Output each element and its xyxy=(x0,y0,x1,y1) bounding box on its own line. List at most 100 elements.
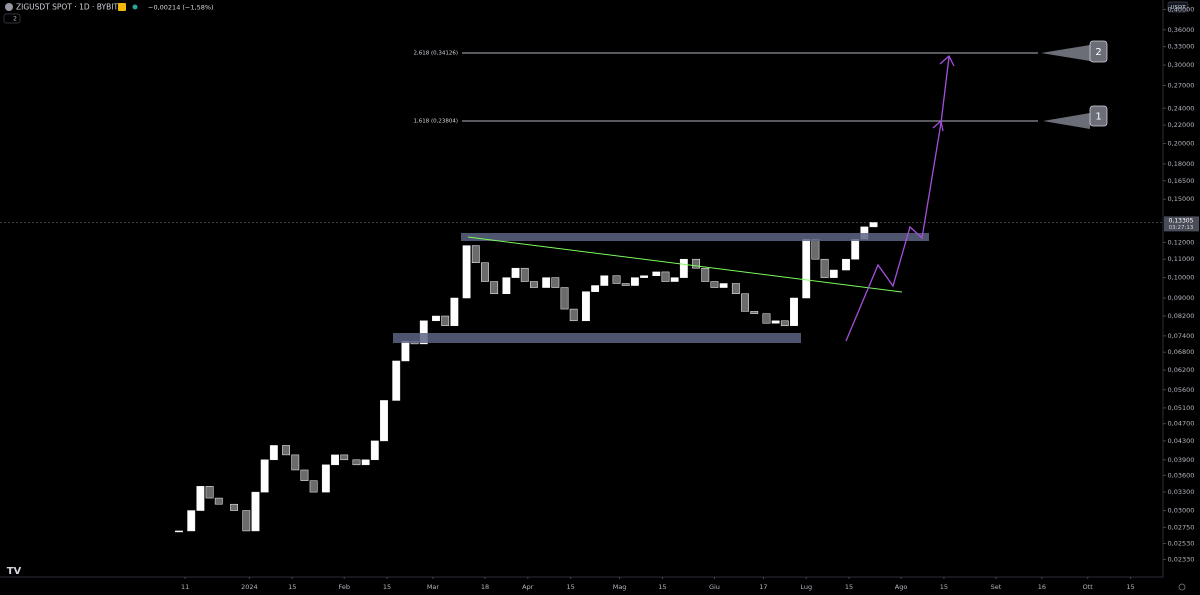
candle xyxy=(630,277,639,286)
resistance-zone xyxy=(461,233,929,241)
candle xyxy=(291,454,300,471)
y-tick-label: 0,06800 xyxy=(1168,348,1195,356)
candle xyxy=(196,486,205,511)
settings-icon[interactable] xyxy=(1178,583,1186,591)
candle xyxy=(710,281,719,288)
last-price-box xyxy=(1164,216,1199,232)
candle xyxy=(560,287,569,310)
x-tick-label: 18 xyxy=(481,583,489,591)
candle xyxy=(652,271,661,276)
y-tick-label: 0,16500 xyxy=(1168,177,1195,185)
plot xyxy=(0,8,1166,579)
currency-button[interactable] xyxy=(1167,1,1189,13)
candle xyxy=(370,440,379,461)
candle xyxy=(679,258,688,278)
indicator-toggle[interactable] xyxy=(3,13,21,24)
y-tick-label: 0,40000 xyxy=(1168,5,1195,13)
candle xyxy=(471,245,480,263)
price-change: −0,00214 (−1,58%) xyxy=(148,4,214,12)
x-tick-label: 11 xyxy=(181,583,189,591)
y-tick-label: 0,03600 xyxy=(1168,471,1195,479)
candle xyxy=(542,277,551,288)
x-tick-label: Apr xyxy=(522,583,534,591)
y-tick-label: 0,10000 xyxy=(1168,274,1195,282)
y-tick-label: 0,08200 xyxy=(1168,312,1195,320)
support-zone xyxy=(393,333,801,343)
y-tick-label: 0,02330 xyxy=(1168,555,1195,563)
candle xyxy=(300,469,309,481)
x-tick-label: Set xyxy=(991,583,1002,591)
indicator-count[interactable]: 2 xyxy=(13,16,17,23)
y-tick-label: 0,33000 xyxy=(1168,43,1195,51)
candle xyxy=(321,464,330,493)
candle xyxy=(692,258,701,269)
candle xyxy=(701,267,710,282)
candle xyxy=(260,459,269,493)
x-tick-label: 15 xyxy=(1126,583,1134,591)
candle xyxy=(251,491,260,532)
x-tick-label: Feb xyxy=(338,583,350,591)
candle xyxy=(661,271,670,282)
candle xyxy=(380,400,388,442)
x-tick-label: Ago xyxy=(895,583,908,591)
flag-icon[interactable] xyxy=(118,3,126,11)
candle xyxy=(719,283,728,288)
fib-label: 2,618 (0,34126) xyxy=(413,51,458,57)
countdown: 03:27:13 xyxy=(1169,225,1194,231)
candle xyxy=(582,291,590,322)
symbol-icon xyxy=(5,3,13,11)
currency[interactable]: USDT xyxy=(1170,5,1186,11)
candle xyxy=(612,275,621,284)
candle xyxy=(529,281,538,288)
candle xyxy=(462,245,471,299)
candle xyxy=(187,510,196,532)
status-dot xyxy=(132,4,138,10)
candle xyxy=(175,530,183,533)
x-tick-label: Giu xyxy=(709,583,720,591)
candle xyxy=(750,311,759,314)
y-tick-label: 0,05100 xyxy=(1168,404,1195,412)
symbol[interactable]: ZIGUSDT SPOT · 1D · BYBIT xyxy=(16,3,118,12)
candle xyxy=(205,486,214,499)
candle xyxy=(511,267,520,278)
candle xyxy=(230,503,238,511)
candle xyxy=(551,277,560,288)
candle xyxy=(392,360,401,401)
y-tick-label: 0,02750 xyxy=(1168,523,1195,531)
x-tick-label: 15 xyxy=(566,583,574,591)
candle xyxy=(851,238,860,260)
y-tick-label: 0,06200 xyxy=(1168,366,1195,374)
x-tick-label: 15 xyxy=(288,583,296,591)
candle xyxy=(869,222,878,228)
candle xyxy=(419,320,428,345)
candle xyxy=(731,283,740,295)
y-tick-label: 0,03900 xyxy=(1168,456,1195,464)
candle xyxy=(282,445,291,456)
callout-pointer xyxy=(1043,113,1090,129)
y-tick-label: 0,03000 xyxy=(1168,507,1195,515)
candle xyxy=(790,297,798,326)
candle xyxy=(441,315,450,326)
candle xyxy=(811,238,820,260)
candle xyxy=(600,275,609,286)
callout-label: 1 xyxy=(1095,112,1101,123)
candle xyxy=(432,315,440,322)
candle xyxy=(340,454,349,461)
fib-label: 1,618 (0,23804) xyxy=(413,119,458,125)
x-tick-label: 17 xyxy=(759,583,767,591)
candle xyxy=(490,281,499,295)
y-tick-label: 0,30000 xyxy=(1168,61,1195,69)
y-tick-label: 0,22000 xyxy=(1168,121,1195,129)
candle xyxy=(214,497,223,505)
callout-pointer xyxy=(1041,45,1090,61)
y-tick-label: 0,18000 xyxy=(1168,160,1195,168)
candle xyxy=(591,285,600,292)
candle xyxy=(621,283,630,286)
candle xyxy=(450,297,459,326)
logo[interactable]: TV xyxy=(7,566,22,577)
y-tick-label: 0,05600 xyxy=(1168,386,1195,394)
candle xyxy=(269,445,278,461)
y-tick-label: 0,15000 xyxy=(1168,195,1195,203)
